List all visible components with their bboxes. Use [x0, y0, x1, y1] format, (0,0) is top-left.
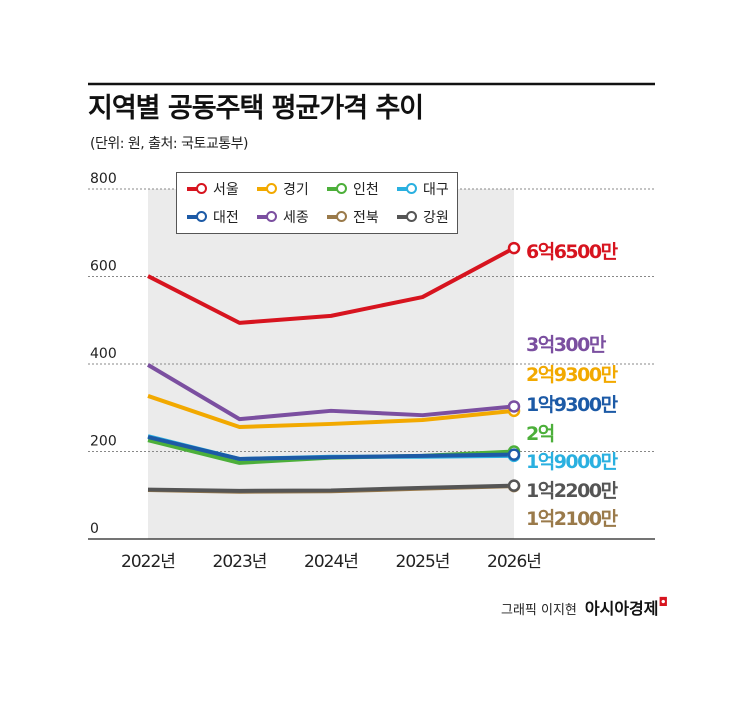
- series-end-point: [507, 241, 521, 255]
- end-value-label: 6억6500만: [526, 241, 619, 263]
- end-value-label: 1억9000만: [526, 451, 619, 473]
- legend-swatch-icon: [257, 183, 279, 195]
- series-end-point: [507, 448, 521, 461]
- series-end-point: [507, 400, 521, 413]
- legend-item: 서울: [177, 179, 247, 199]
- legend-label: 전북: [353, 210, 379, 226]
- legend-label: 인천: [353, 182, 379, 198]
- end-value-label: 2억9300만: [526, 364, 619, 386]
- y-tick-label: 400: [90, 346, 117, 362]
- legend-item: 경기: [247, 179, 317, 199]
- x-tick-label: 2024년: [304, 552, 358, 572]
- legend-swatch-icon: [187, 183, 209, 195]
- legend-swatch-icon: [397, 211, 419, 223]
- y-tick-label: 0: [90, 521, 99, 537]
- chart-title: 지역별 공동주택 평균가격 추이: [88, 93, 424, 124]
- legend-swatch-icon: [327, 211, 349, 223]
- end-value-label: 1악9300만: [526, 394, 619, 416]
- chart-subtitle: (단위: 원, 출처: 국토교통부): [90, 136, 248, 152]
- legend-item: 세종: [247, 207, 317, 227]
- brand-logo: 아시아경제: [584, 599, 659, 618]
- legend-label: 대전: [213, 210, 239, 226]
- legend-label: 강원: [423, 210, 449, 226]
- brand-mark-icon: ◘: [658, 595, 669, 609]
- x-tick-label: 2026년: [487, 552, 541, 572]
- legend-item: 인천: [317, 179, 387, 199]
- series-line-세종: [146, 363, 515, 422]
- y-tick-label: 800: [90, 171, 117, 187]
- end-value-label: 3억300만: [526, 334, 607, 356]
- legend-label: 대구: [423, 182, 449, 198]
- legend-swatch-icon: [397, 183, 419, 195]
- series-end-point: [507, 479, 521, 492]
- credit: 그래픽 이지현 아시아경제◘: [501, 595, 668, 619]
- legend-swatch-icon: [257, 211, 279, 223]
- credit-author: 그래픽 이지현: [500, 603, 577, 618]
- x-tick-label: 2022년: [121, 552, 175, 572]
- x-tick-label: 2025년: [396, 552, 450, 572]
- end-value-label: 2억: [526, 423, 554, 445]
- end-value-label: 1억2200만: [526, 480, 619, 502]
- y-tick-label: 600: [90, 259, 117, 275]
- legend-item: 대전: [177, 207, 247, 227]
- end-value-label: 1억2100만: [526, 508, 619, 530]
- legend-item: 대구: [387, 179, 457, 199]
- legend-label: 서울: [213, 182, 239, 198]
- x-tick-label: 2023년: [213, 552, 267, 572]
- legend-swatch-icon: [327, 183, 349, 195]
- legend-swatch-icon: [187, 211, 209, 223]
- series-line-대전: [147, 435, 515, 461]
- y-tick-label: 200: [90, 434, 117, 450]
- series-line-경기: [147, 394, 515, 429]
- legend-label: 경기: [283, 182, 309, 198]
- series-line-강원: [147, 483, 515, 493]
- legend-item: 강원: [387, 207, 457, 227]
- series-line-서울: [147, 246, 515, 325]
- legend-label: 세종: [283, 210, 309, 226]
- legend-item: 전북: [317, 207, 387, 227]
